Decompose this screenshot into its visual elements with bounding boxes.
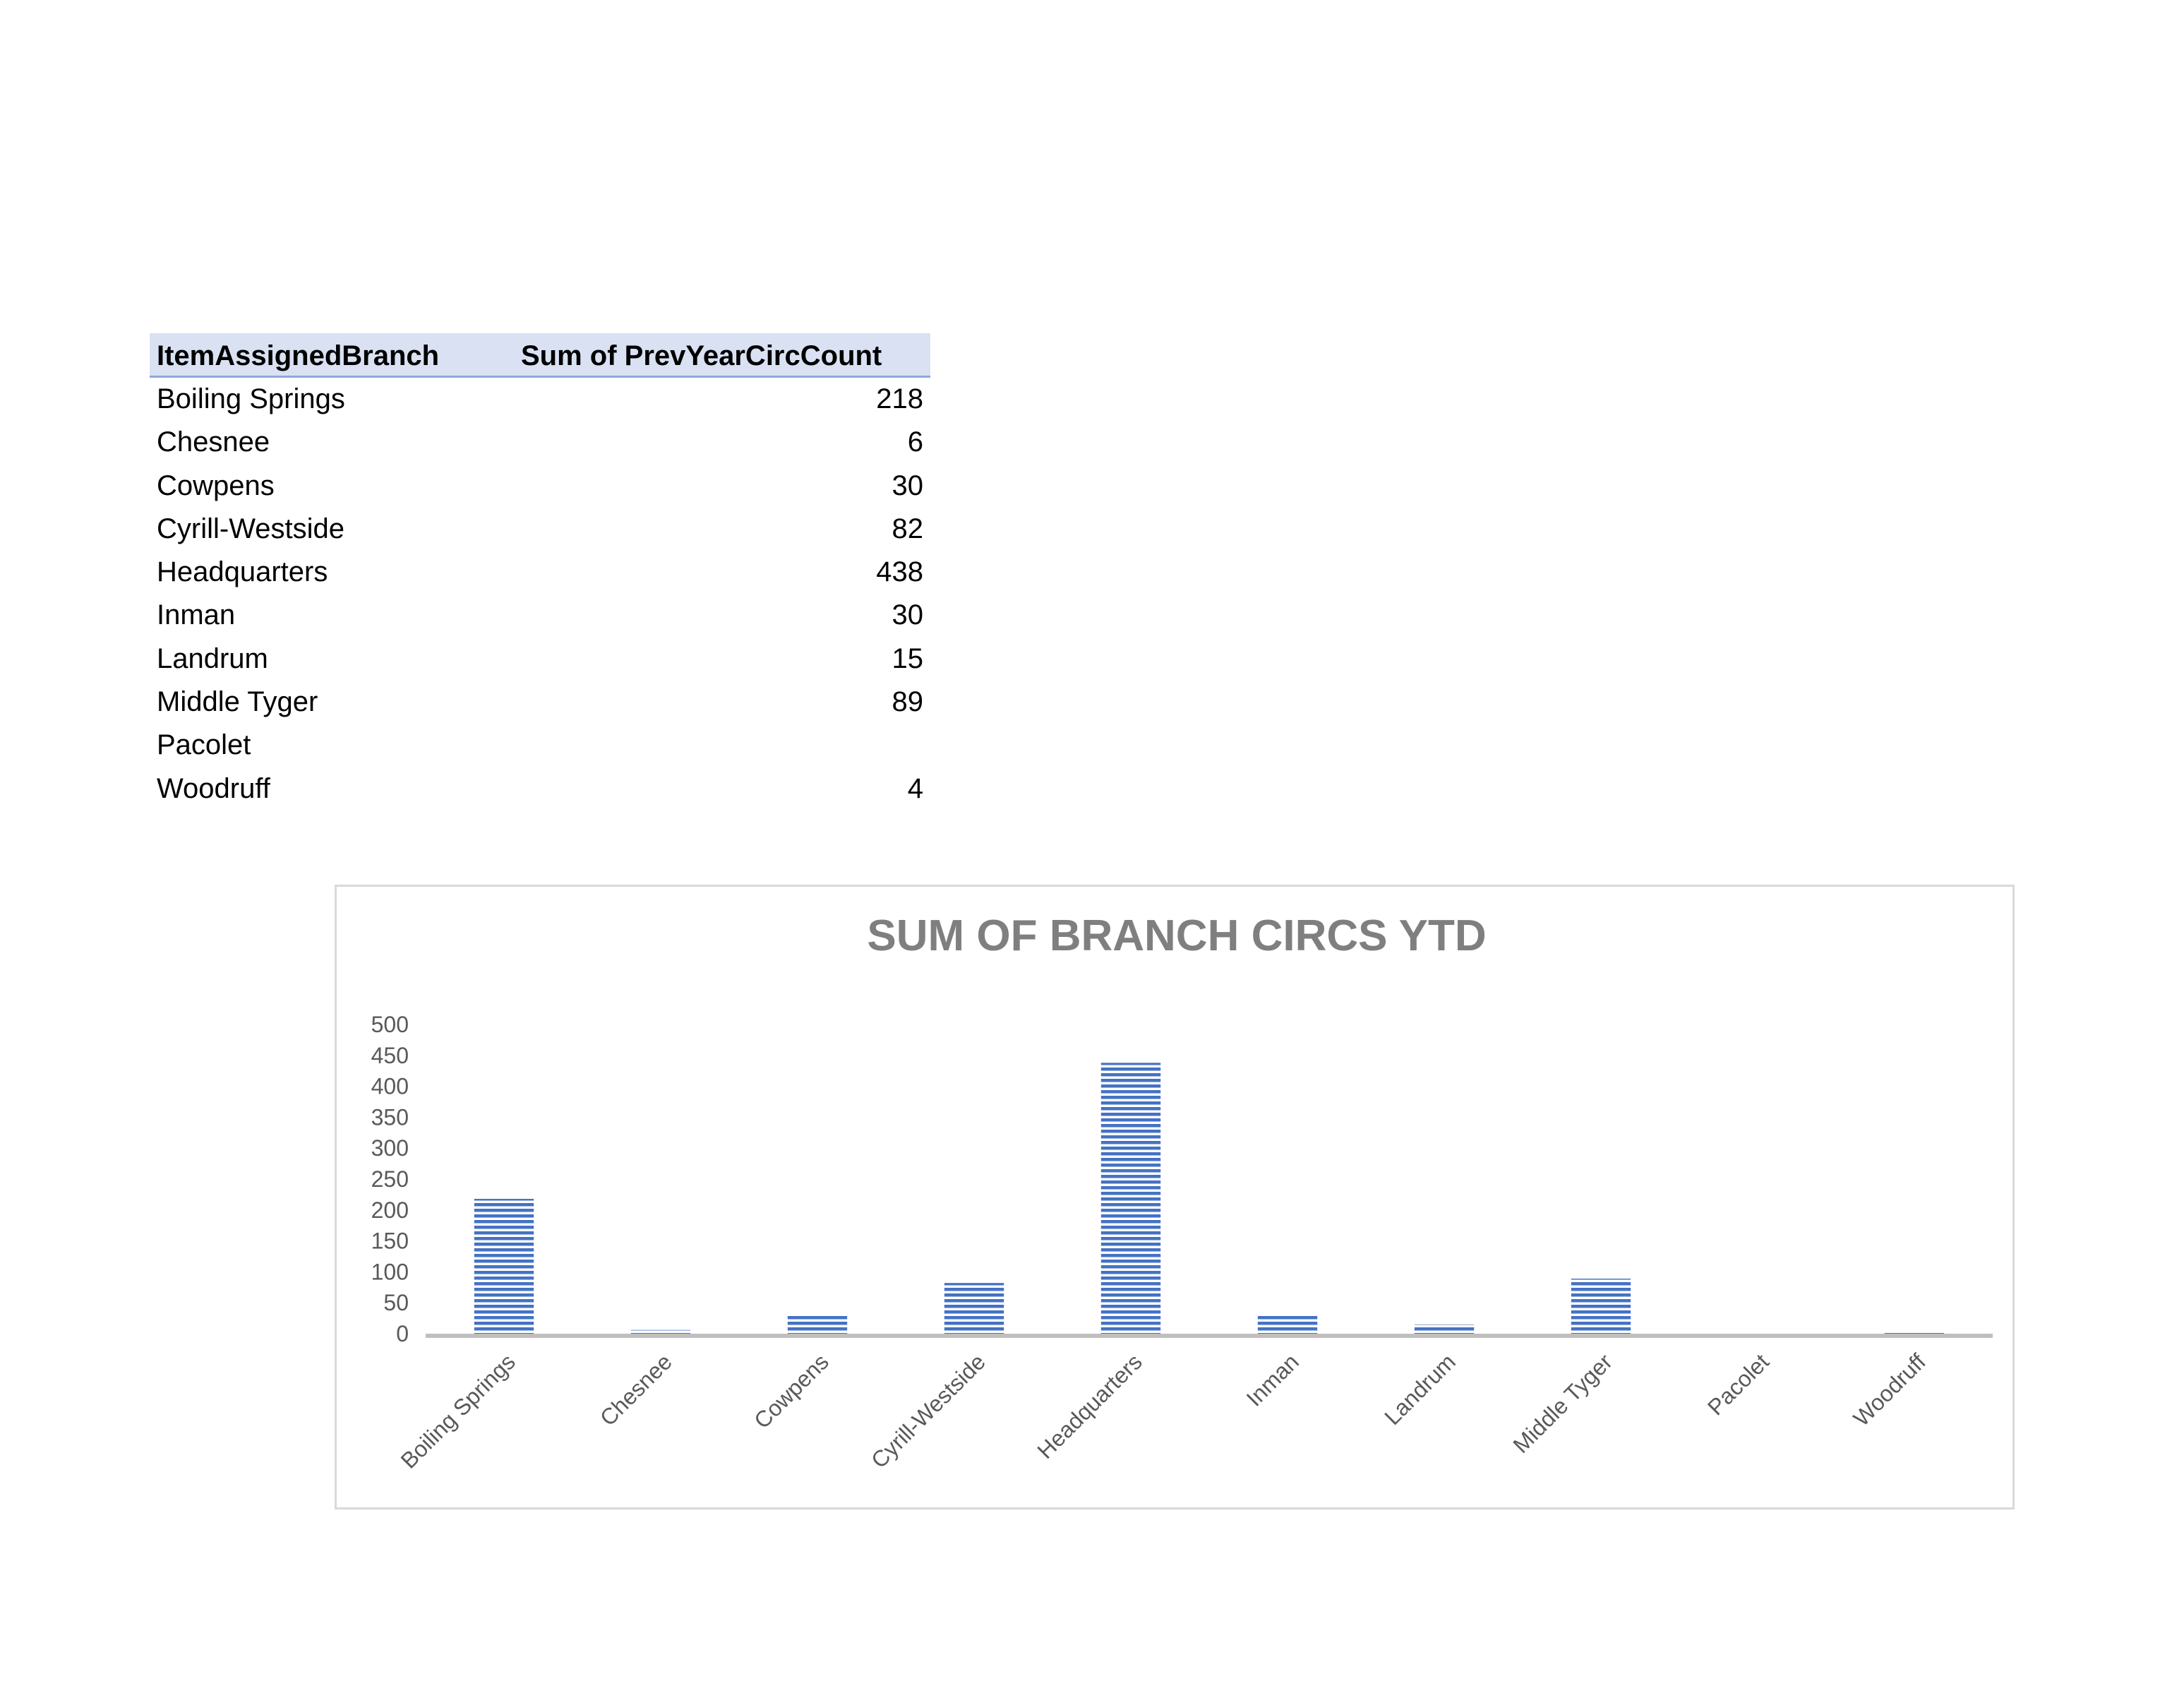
x-tick-label: Woodruff: [1849, 1349, 1931, 1431]
row-value: 30: [892, 470, 924, 501]
row-branch-label: Cowpens: [157, 470, 275, 501]
y-tick-label: 250: [371, 1166, 409, 1192]
bar[interactable]: [1414, 1324, 1475, 1334]
y-tick-label: 200: [371, 1197, 409, 1223]
bar[interactable]: [1257, 1315, 1318, 1334]
table-row: Landrum 15: [150, 638, 930, 681]
row-value: 438: [876, 556, 923, 588]
table-row: Headquarters 438: [150, 551, 930, 594]
table-row: Inman 30: [150, 594, 930, 637]
row-branch-label: Landrum: [157, 642, 268, 674]
y-tick-label: 0: [396, 1321, 409, 1346]
y-tick-label: 50: [383, 1290, 409, 1315]
row-value: 15: [892, 642, 924, 674]
bar-chart: SUM OF BRANCH CIRCS YTD 0 50 100 150 200 250 3…: [371, 911, 1993, 1473]
y-tick-label: 350: [371, 1104, 409, 1130]
x-tick-label: Cyrill-Westside: [866, 1349, 990, 1473]
y-axis: 0 50 100 150 200 250 300 350 400 450 500: [371, 1012, 409, 1346]
pivot-header-row: ItemAssignedBranch Sum of PrevYearCircCo…: [150, 333, 930, 378]
row-value: 218: [876, 383, 923, 414]
x-tick-label: Inman: [1242, 1349, 1304, 1411]
table-row: Cyrill-Westside 82: [150, 508, 930, 551]
pivot-header-sum[interactable]: Sum of PrevYearCircCount: [521, 340, 882, 371]
row-branch-label: Pacolet: [157, 729, 251, 761]
x-tick-label: Boiling Springs: [396, 1349, 520, 1473]
table-row: Pacolet: [150, 724, 930, 767]
row-branch-label: Boiling Springs: [157, 383, 345, 414]
row-branch-label: Chesnee: [157, 426, 270, 458]
y-tick-label: 150: [371, 1228, 409, 1254]
x-axis: Boiling Springs Chesnee Cowpens Cyrill-West…: [396, 1349, 1931, 1473]
row-branch-label: Woodruff: [157, 772, 270, 804]
row-branch-label: Middle Tyger: [157, 686, 318, 718]
chart-title: SUM OF BRANCH CIRCS YTD: [867, 911, 1486, 960]
y-tick-label: 300: [371, 1135, 409, 1161]
table-row: Chesnee 6: [150, 421, 930, 464]
pivot-header-branch[interactable]: ItemAssignedBranch: [157, 340, 440, 371]
row-value: 6: [907, 426, 923, 458]
row-value: 30: [892, 599, 924, 631]
bar[interactable]: [787, 1315, 848, 1334]
chart-area[interactable]: SUM OF BRANCH CIRCS YTD 0 50 100 150 200 250 3…: [335, 885, 2015, 1509]
row-branch-label: Inman: [157, 599, 236, 631]
y-tick-label: 450: [371, 1043, 409, 1068]
bar[interactable]: [1884, 1331, 1945, 1334]
y-tick-label: 100: [371, 1259, 409, 1284]
row-value: 89: [892, 686, 924, 718]
pivot-table: ItemAssignedBranch Sum of PrevYearCircCo…: [150, 333, 930, 811]
x-tick-label: Headquarters: [1032, 1349, 1147, 1464]
x-tick-label: Middle Tyger: [1508, 1349, 1617, 1458]
x-tick-label: Chesnee: [595, 1349, 677, 1430]
bar[interactable]: [944, 1283, 1004, 1334]
row-branch-label: Cyrill-Westside: [157, 513, 344, 544]
x-tick-label: Landrum: [1379, 1349, 1460, 1430]
x-tick-label: Pacolet: [1703, 1349, 1774, 1420]
bar[interactable]: [1571, 1279, 1631, 1334]
table-row: Woodruff 4: [150, 767, 930, 811]
row-branch-label: Headquarters: [157, 556, 328, 588]
bar[interactable]: [474, 1199, 534, 1334]
bar-series: [474, 1063, 1945, 1334]
bar[interactable]: [630, 1329, 691, 1334]
y-tick-label: 400: [371, 1074, 409, 1099]
table-row: Middle Tyger 89: [150, 681, 930, 724]
row-value: 4: [907, 772, 923, 804]
row-value: 82: [892, 513, 924, 544]
table-row: Cowpens 30: [150, 465, 930, 508]
x-tick-label: Cowpens: [749, 1349, 834, 1433]
y-tick-label: 500: [371, 1012, 409, 1037]
table-row: Boiling Springs 218: [150, 378, 930, 421]
bar[interactable]: [1100, 1063, 1161, 1334]
